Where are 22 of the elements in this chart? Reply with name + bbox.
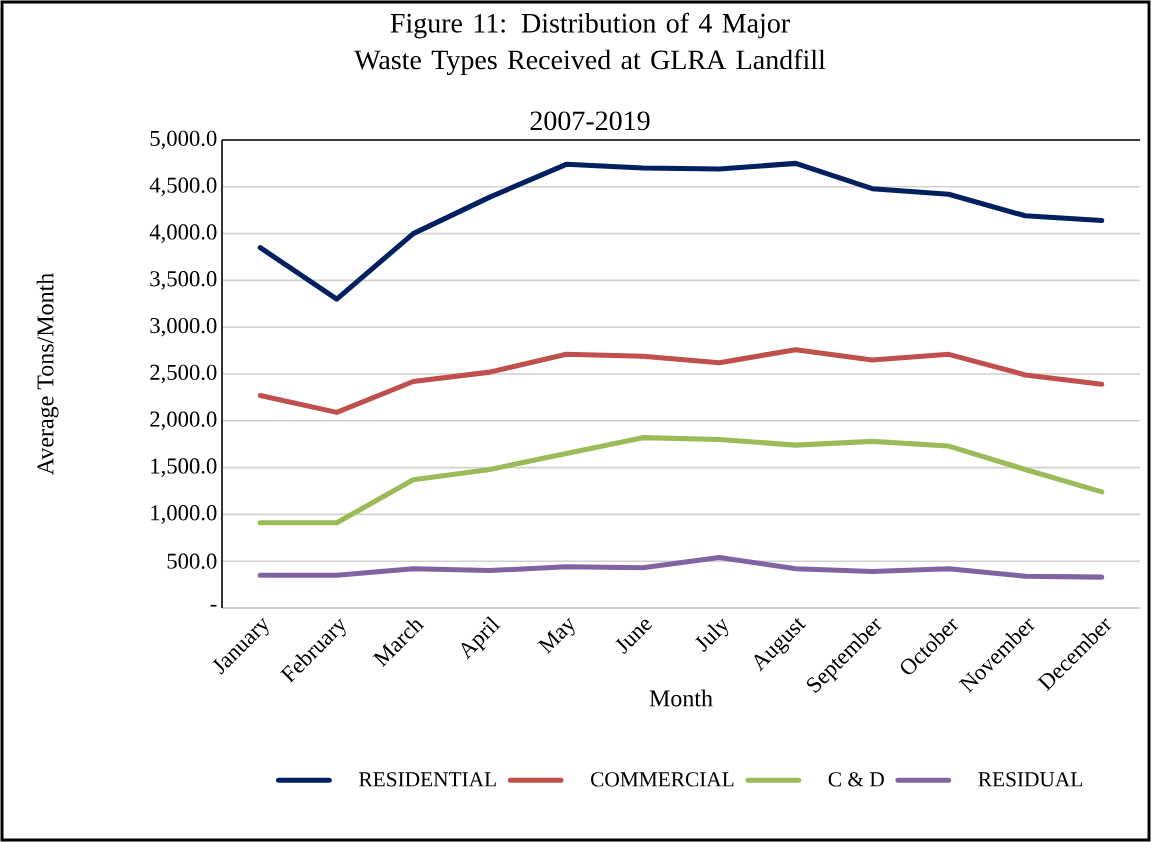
y-tick-label: 4,000.0 xyxy=(149,224,217,243)
y-tick-label: 5,000.0 xyxy=(150,130,217,150)
y-tick-label: 3,500.0 xyxy=(150,271,217,290)
y-tick-label: 3,000.0 xyxy=(150,317,217,337)
x-axis-title: Month xyxy=(649,689,713,707)
y-tick-label: 1,000.0 xyxy=(151,505,217,524)
y-tick-label: 4,500.0 xyxy=(149,177,217,197)
x-tick-label: May xyxy=(537,617,575,655)
y-tick-label: 2,500.0 xyxy=(150,364,217,384)
chart-subtitle: 2007-2019 xyxy=(530,111,650,131)
y-tick-label: 2,000.0 xyxy=(150,411,217,431)
y-tick-label: 500.0 xyxy=(167,553,217,569)
x-tick-label: July xyxy=(695,618,729,653)
legend-label: RESIDUAL xyxy=(978,772,1082,787)
y-tick-label: 1,500.0 xyxy=(151,458,217,477)
legend-label: RESIDENTIAL xyxy=(359,772,496,787)
y-tick-label: - xyxy=(210,604,217,607)
legend-label: C & D xyxy=(828,772,884,787)
x-tick-label: June xyxy=(615,619,652,655)
y-axis-title: Average Tons/Month xyxy=(36,273,59,476)
legend-label: COMMERCIAL xyxy=(591,772,734,787)
chart-title: Figure 11: Distribution of 4 Major Waste Types Received at GLRA Landfill xyxy=(354,12,826,76)
